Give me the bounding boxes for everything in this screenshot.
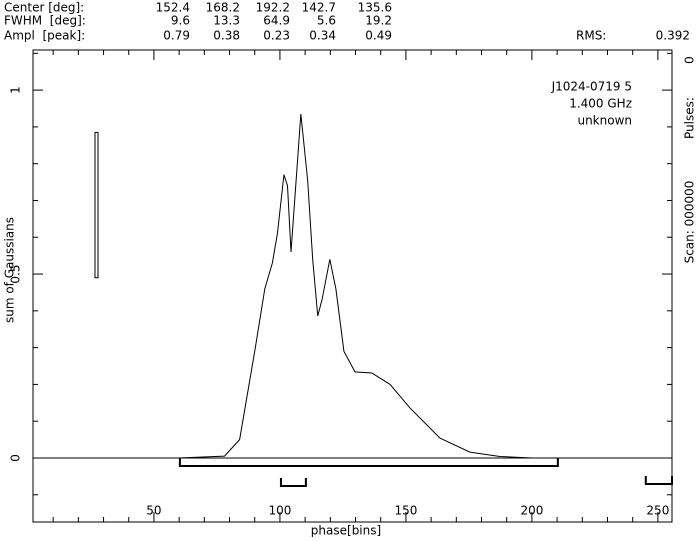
plot-frame <box>32 49 673 523</box>
header-value: 0.38 <box>213 29 240 43</box>
header-value: 192.2 <box>256 1 290 15</box>
x-axis-label: phase[bins] <box>311 524 381 538</box>
header-value: 0.79 <box>163 29 190 43</box>
annotation: unknown <box>577 114 632 128</box>
rms-label: RMS: <box>576 29 606 43</box>
rms-value: 0.392 <box>656 29 690 43</box>
right-label: Pulses: <box>683 97 697 139</box>
header-value: 13.3 <box>213 14 240 28</box>
profile-line <box>33 113 672 459</box>
y-tick-label: 0 <box>9 454 23 462</box>
right-label: Scan: 000000 <box>683 181 697 264</box>
header-label: Center [deg]: <box>4 1 84 15</box>
y-tick-label: 1 <box>9 86 23 94</box>
header-value: 0.49 <box>365 29 392 43</box>
header-value: 168.2 <box>206 1 240 15</box>
header-value: 9.6 <box>171 14 190 28</box>
header-value: 0.23 <box>263 29 290 43</box>
x-tick-label: 250 <box>646 504 669 518</box>
header-value: 64.9 <box>263 14 290 28</box>
right-label: 0 <box>683 56 697 64</box>
error-bar <box>94 131 99 279</box>
header-value: 142.7 <box>302 1 336 15</box>
x-tick-label: 50 <box>146 504 161 518</box>
header-label: FWHM [deg]: <box>4 14 86 28</box>
header-label: Ampl [peak]: <box>4 29 85 43</box>
header-value: 19.2 <box>365 14 392 28</box>
header-value: 135.6 <box>358 1 392 15</box>
window-bracket <box>644 476 673 485</box>
x-tick-label: 150 <box>394 504 417 518</box>
y-tick-label: 0.5 <box>9 264 23 283</box>
header-value: 0.34 <box>309 29 336 43</box>
window-bracket <box>279 478 307 487</box>
x-tick-label: 100 <box>268 504 291 518</box>
x-tick-label: 200 <box>520 504 543 518</box>
y-axis-label: sum of Gaussians <box>3 217 17 323</box>
header-value: 5.6 <box>317 14 336 28</box>
window-bracket <box>178 458 559 467</box>
annotation: J1024-0719 5 <box>551 80 632 94</box>
header-value: 152.4 <box>156 1 190 15</box>
annotation: 1.400 GHz <box>569 97 632 111</box>
